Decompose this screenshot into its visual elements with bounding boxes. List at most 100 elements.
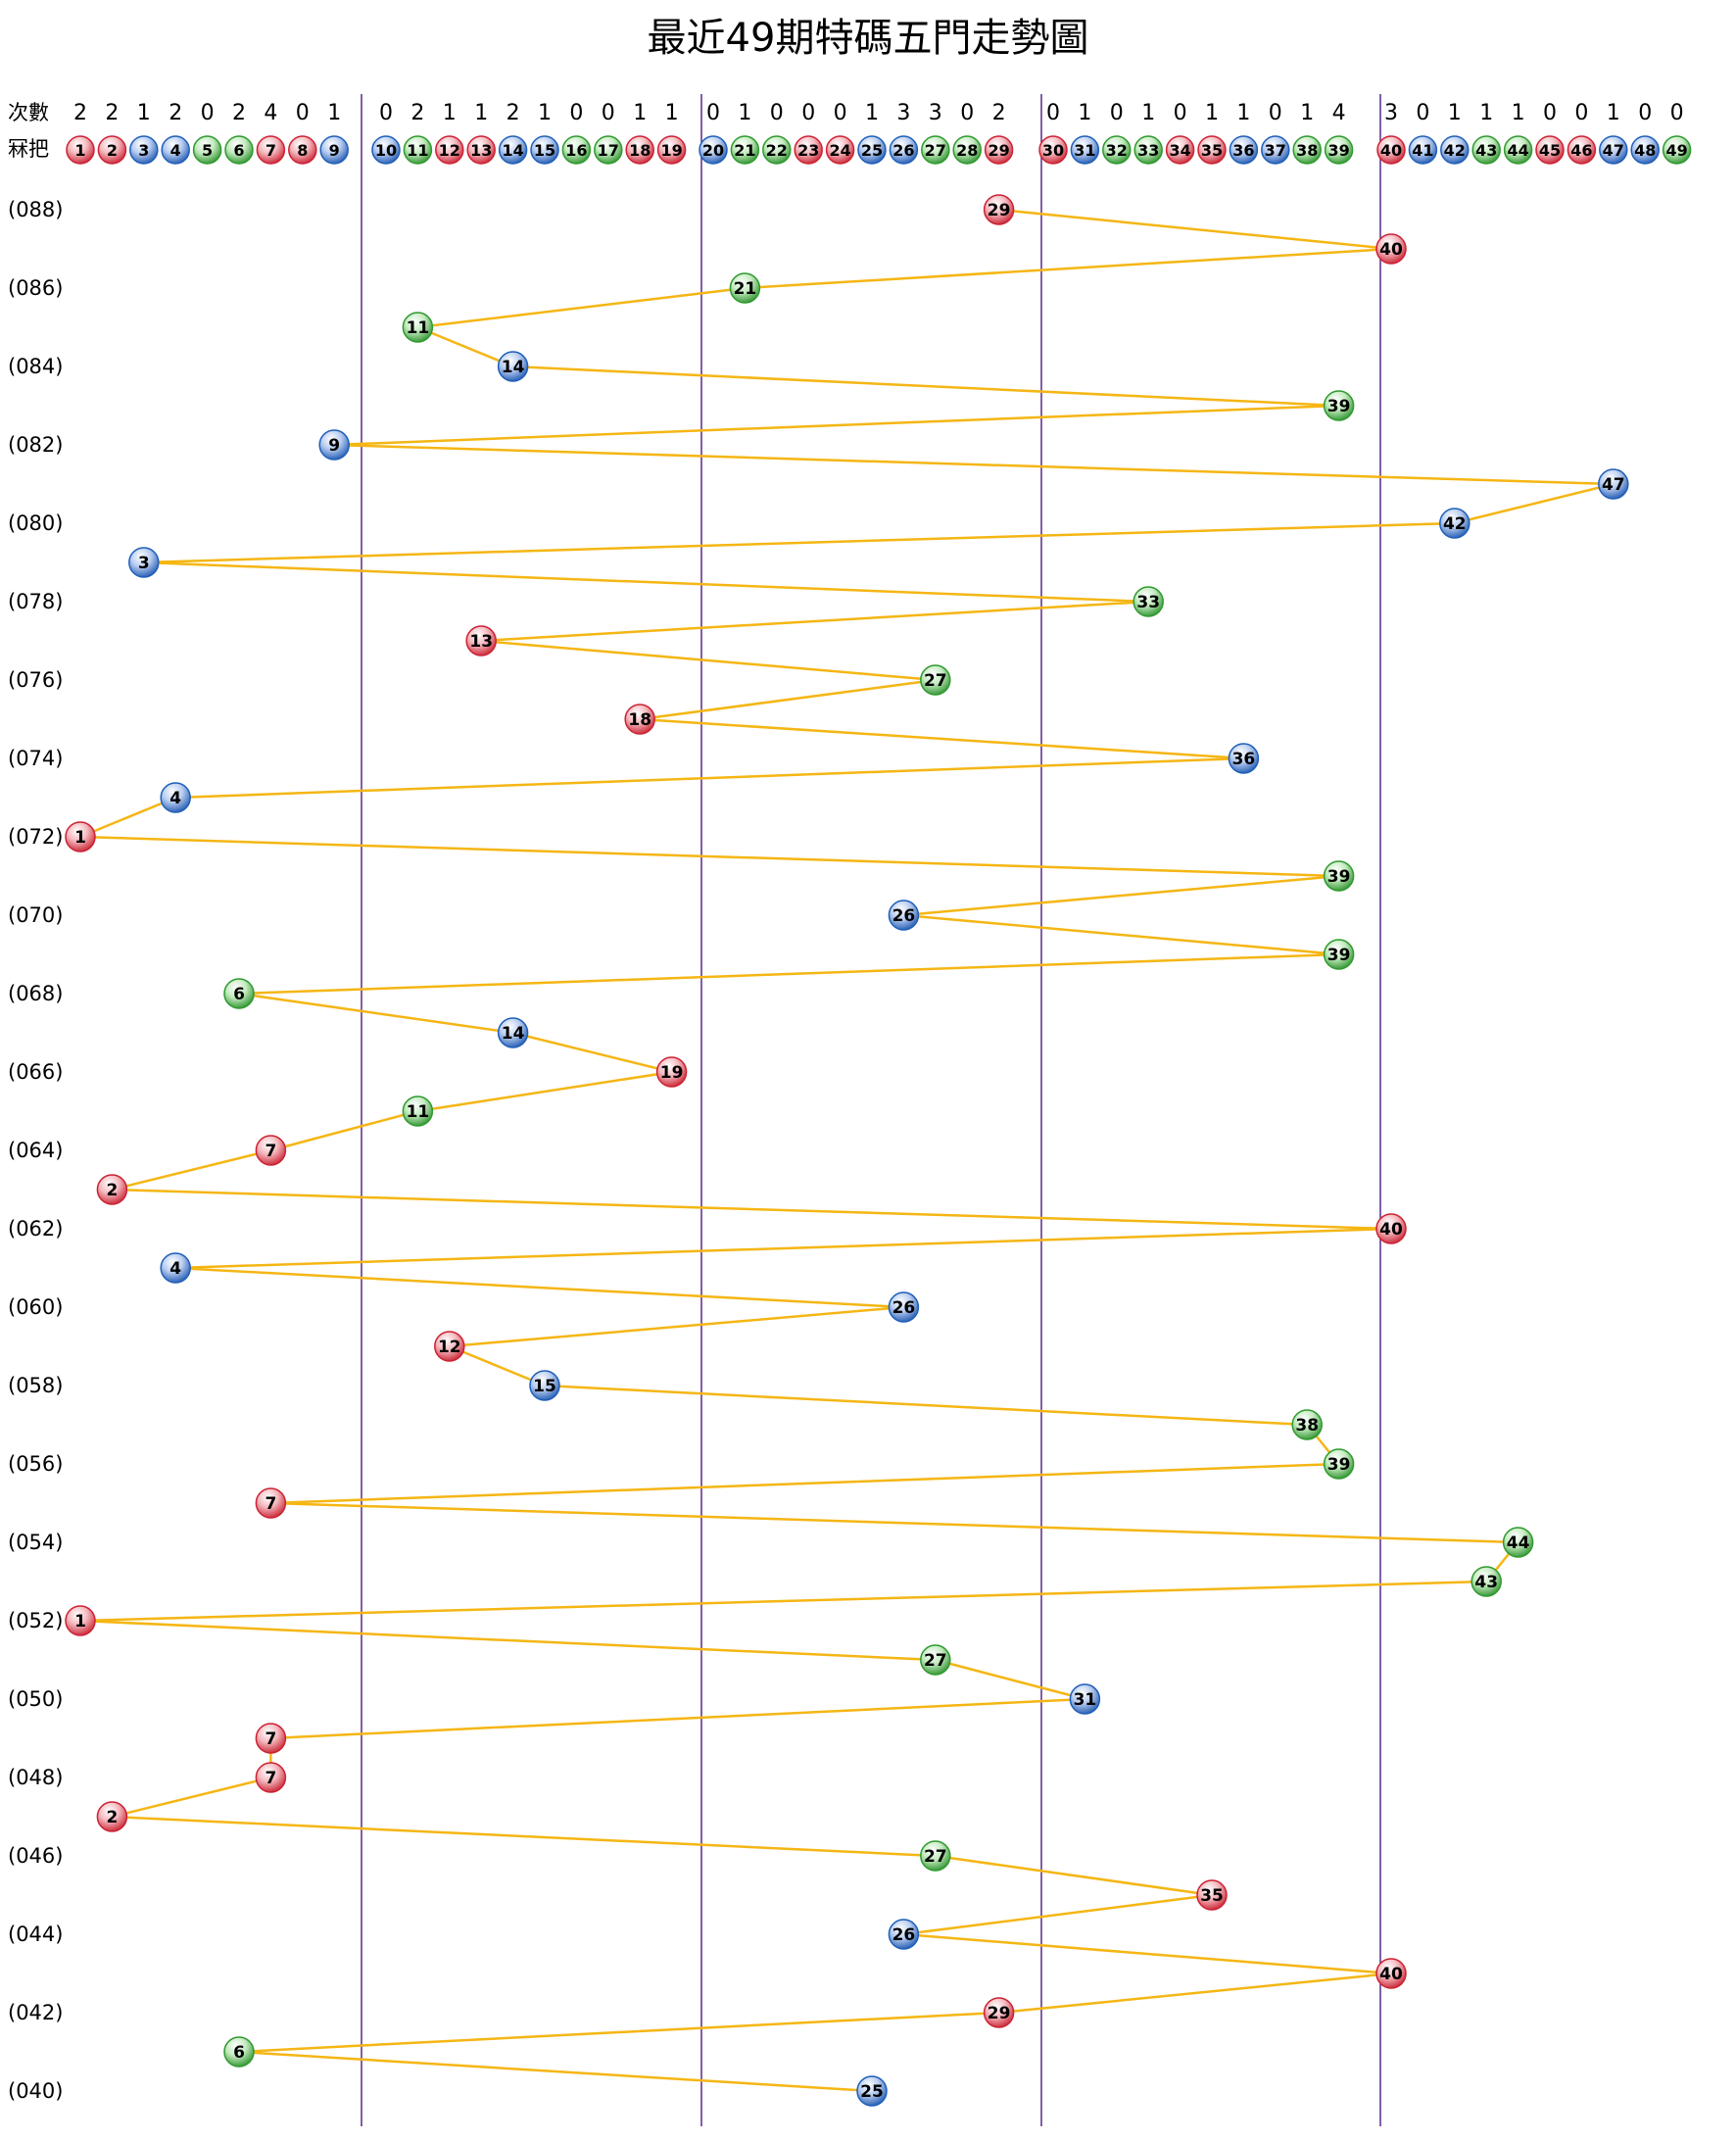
count-value: 1 xyxy=(1300,101,1314,125)
header-ball-circle xyxy=(1324,135,1354,165)
header-ball-label: 47 xyxy=(1603,141,1624,160)
header-ball-circle xyxy=(530,135,559,165)
number-header-row: 1 2 3 4 5 6 7 8 9 10 11 12 13 14 15 16 17 18 19 20 21 22 23 24 2… xyxy=(66,135,1692,165)
trend-segment xyxy=(143,521,1455,564)
period-label: (088) xyxy=(8,198,63,221)
header-ball-circle xyxy=(1440,135,1470,165)
trend-segment xyxy=(238,2011,999,2054)
count-value: 2 xyxy=(169,101,182,125)
draw-ball-circle xyxy=(729,272,761,304)
count-value: 4 xyxy=(264,101,277,125)
count-value: 1 xyxy=(327,101,341,125)
draw-ball-circle xyxy=(160,782,191,813)
header-ball-label: 42 xyxy=(1444,141,1466,160)
draw-ball: 27 xyxy=(920,664,951,696)
draw-ball-circle xyxy=(1323,860,1355,892)
trend-segment xyxy=(175,756,1244,800)
header-ball: 19 xyxy=(656,135,687,165)
header-ball-label: 44 xyxy=(1507,141,1528,160)
header-ball-circle xyxy=(1070,135,1100,165)
trend-segment xyxy=(935,1854,1213,1897)
period-labels: (088) (086) (084) (082) (080) (078) (076) (074)… xyxy=(8,198,63,2103)
count-value: 2 xyxy=(506,101,520,125)
draw-ball-circle xyxy=(920,664,951,696)
header-ball-circle xyxy=(656,135,687,165)
header-ball-label: 18 xyxy=(629,141,651,160)
header-ball-circle xyxy=(319,135,349,165)
count-value: 0 xyxy=(201,101,215,125)
header-ball-circle xyxy=(952,135,982,165)
header-ball: 24 xyxy=(825,135,855,165)
draw-ball-circle xyxy=(497,1017,529,1048)
draw-ball-label: 12 xyxy=(438,1338,461,1357)
header-ball-circle xyxy=(161,135,190,165)
count-value: 2 xyxy=(73,101,87,125)
header-ball: 14 xyxy=(498,135,528,165)
trend-segment xyxy=(745,247,1392,290)
header-ball: 3 xyxy=(129,135,159,165)
draw-ball-label: 14 xyxy=(502,358,525,377)
count-value: 0 xyxy=(1574,101,1588,125)
draw-ball-label: 3 xyxy=(138,554,150,573)
trend-segment xyxy=(112,1148,271,1192)
period-label: (072) xyxy=(8,825,63,849)
period-label: (074) xyxy=(8,747,63,770)
count-value: 1 xyxy=(474,101,488,125)
header-ball-label: 2 xyxy=(107,141,118,160)
draw-ball-label: 29 xyxy=(988,201,1011,220)
count-value: 1 xyxy=(1141,101,1155,125)
header-ball-circle xyxy=(1229,135,1259,165)
header-ball-label: 28 xyxy=(956,141,978,160)
trend-segment xyxy=(334,404,1339,447)
trend-segment xyxy=(935,1658,1085,1701)
period-label: (064) xyxy=(8,1139,63,1162)
header-ball: 25 xyxy=(857,135,887,165)
header-ball: 44 xyxy=(1503,135,1533,165)
header-ball: 26 xyxy=(889,135,919,165)
period-label: (070) xyxy=(8,903,63,927)
header-ball: 28 xyxy=(952,135,982,165)
draw-ball-label: 40 xyxy=(1379,1965,1403,1984)
period-label: (076) xyxy=(8,668,63,692)
period-label: (066) xyxy=(8,1060,63,1084)
draw-ball: 14 xyxy=(497,1017,529,1048)
draw-ball-label: 43 xyxy=(1474,1573,1498,1592)
header-ball-label: 11 xyxy=(407,141,428,160)
count-value: 3 xyxy=(1384,101,1398,125)
draw-ball-label: 44 xyxy=(1507,1533,1530,1553)
header-ball-label: 1 xyxy=(74,141,85,160)
count-value: 1 xyxy=(1607,101,1620,125)
count-value: 0 xyxy=(1046,101,1060,125)
draw-ball-label: 7 xyxy=(265,1142,276,1161)
draw-ball: 26 xyxy=(888,1291,920,1323)
draw-ball-label: 27 xyxy=(924,671,947,691)
count-value: 1 xyxy=(538,101,552,125)
header-ball-label: 36 xyxy=(1232,141,1254,160)
count-value: 0 xyxy=(602,101,615,125)
count-value: 4 xyxy=(1332,101,1346,125)
header-ball: 18 xyxy=(625,135,654,165)
draw-ball-circle xyxy=(920,1840,951,1872)
trend-segment xyxy=(112,1776,271,1819)
draw-ball: 40 xyxy=(1375,1958,1407,1989)
count-value: 0 xyxy=(706,101,720,125)
draw-ball-circle xyxy=(434,1331,465,1362)
header-ball: 12 xyxy=(435,135,464,165)
header-ball: 36 xyxy=(1229,135,1259,165)
trend-segment xyxy=(270,1501,1519,1544)
header-ball-circle xyxy=(594,135,623,165)
number-row-label: 冧把 xyxy=(8,137,49,161)
draw-ball: 25 xyxy=(856,2075,888,2107)
count-value: 2 xyxy=(232,101,246,125)
count-value: 1 xyxy=(633,101,647,125)
header-ball-circle xyxy=(762,135,792,165)
draw-ball: 18 xyxy=(624,704,655,735)
header-ball: 32 xyxy=(1102,135,1132,165)
trend-segment xyxy=(481,639,936,682)
header-ball-circle xyxy=(921,135,950,165)
header-ball-label: 41 xyxy=(1412,141,1433,160)
draw-ball: 7 xyxy=(255,1135,287,1166)
header-ball-label: 37 xyxy=(1265,141,1286,160)
draw-ball-label: 31 xyxy=(1074,1690,1097,1710)
